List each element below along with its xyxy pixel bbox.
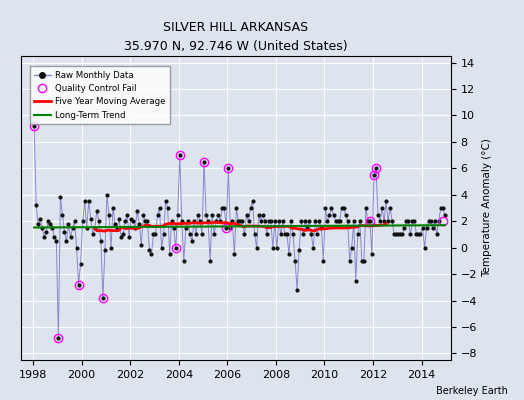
Title: SILVER HILL ARKANSAS
35.970 N, 92.746 W (United States): SILVER HILL ARKANSAS 35.970 N, 92.746 W … xyxy=(124,22,347,54)
Text: Berkeley Earth: Berkeley Earth xyxy=(436,386,508,396)
Legend: Raw Monthly Data, Quality Control Fail, Five Year Moving Average, Long-Term Tren: Raw Monthly Data, Quality Control Fail, … xyxy=(29,66,170,124)
Y-axis label: Temperature Anomaly (°C): Temperature Anomaly (°C) xyxy=(483,138,493,278)
